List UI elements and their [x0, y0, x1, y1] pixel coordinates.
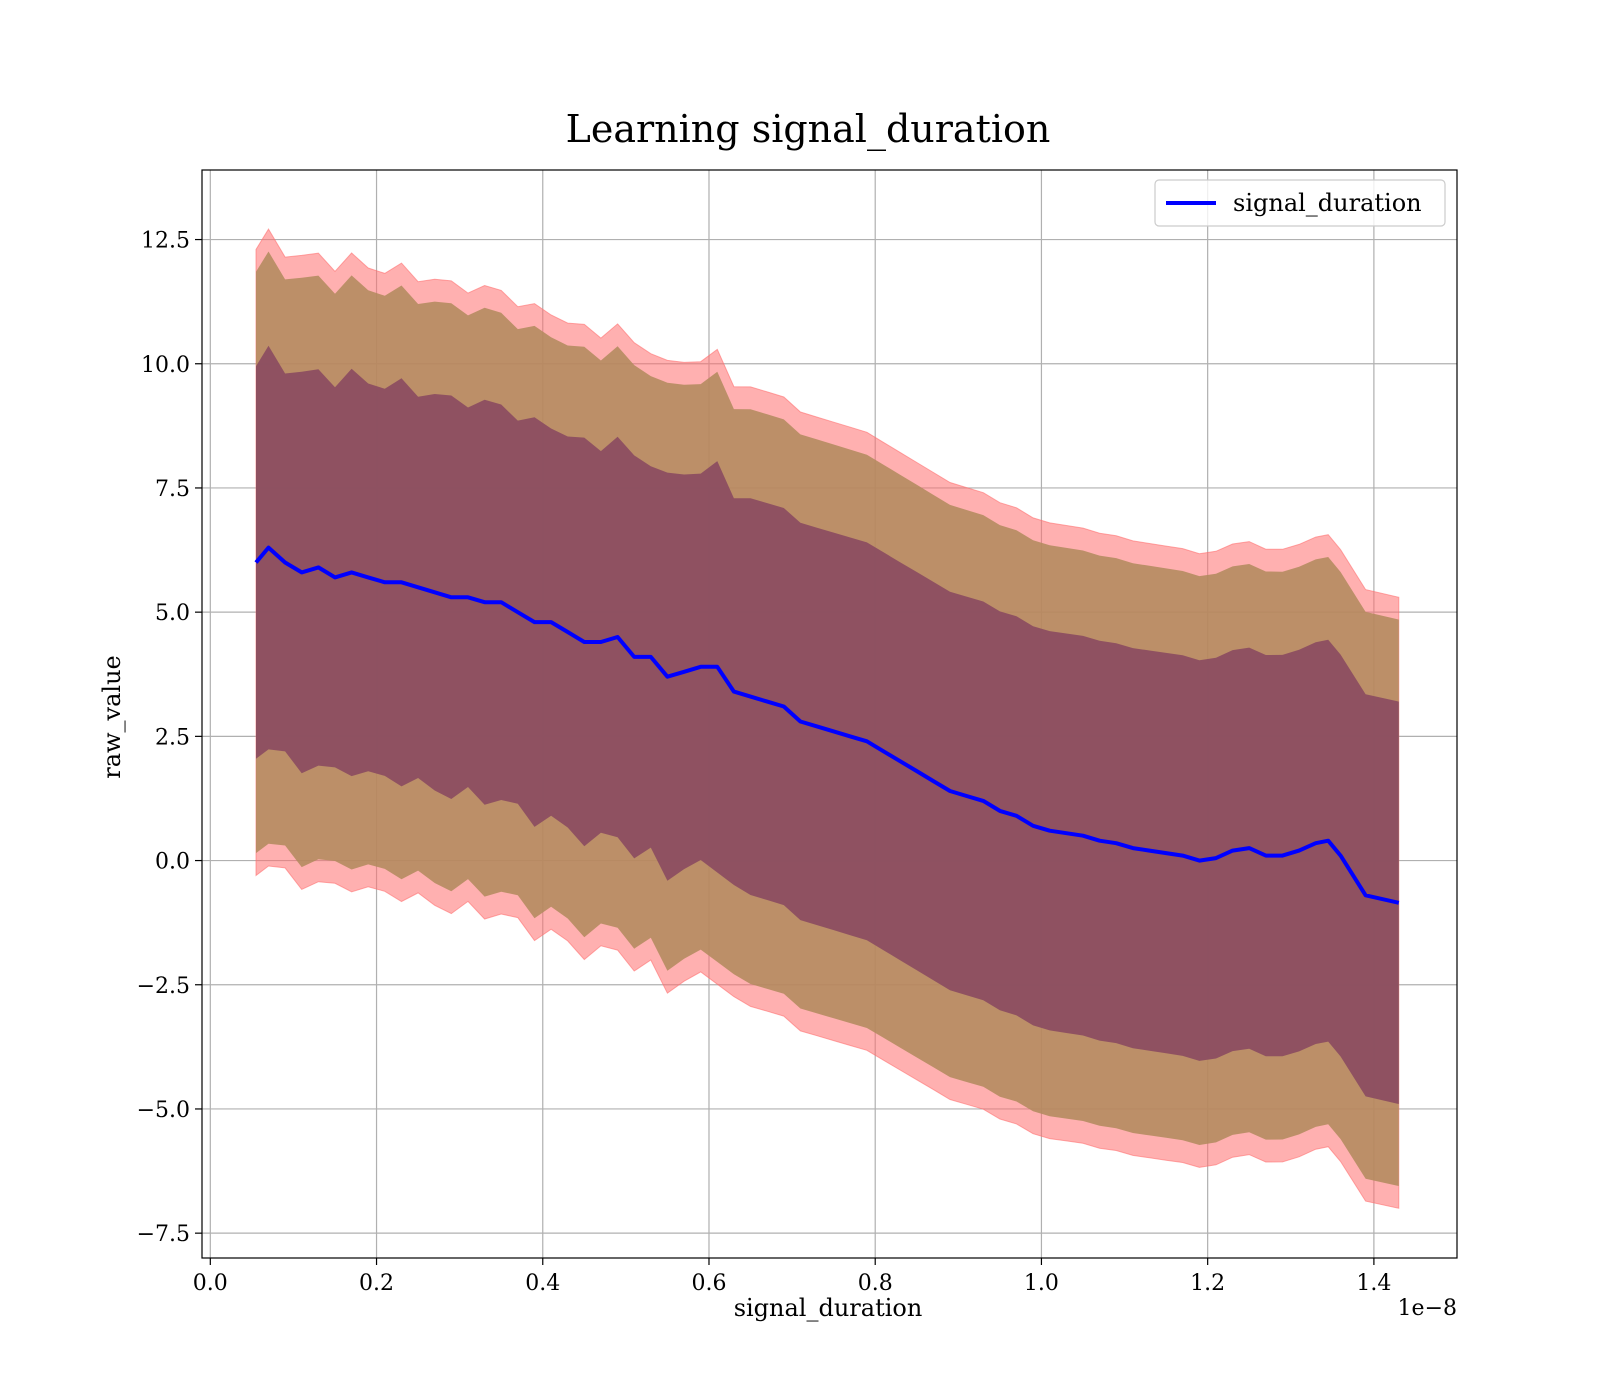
- x-tick-label: 0.6: [691, 1271, 726, 1296]
- legend-label: signal_duration: [1233, 189, 1422, 217]
- series-line-signal-duration: [254, 545, 1400, 905]
- y-axis-label: raw_value: [98, 655, 126, 779]
- y-tick-label: 2.5: [155, 725, 190, 750]
- confidence-bands: [255, 228, 1400, 1209]
- x-axis-offset-label: 1e−8: [1398, 1296, 1457, 1321]
- plot-frame: [201, 169, 1458, 1259]
- y-tick-label: 10.0: [141, 353, 190, 378]
- x-axis-label: signal_duration: [734, 1294, 923, 1322]
- y-tick-label: 0.0: [155, 850, 190, 875]
- y-tick-label: −7.5: [137, 1222, 190, 1247]
- mean-line-layer: [254, 545, 1400, 905]
- y-tick-label: 7.5: [155, 477, 190, 502]
- x-tick-label: 1.0: [1024, 1271, 1059, 1296]
- x-tick-label: 1.2: [1190, 1271, 1225, 1296]
- y-tick-label: −2.5: [137, 974, 190, 999]
- x-tick-label: 0.4: [525, 1271, 560, 1296]
- x-tick-label: 0.8: [858, 1271, 893, 1296]
- axis-ticks: 0.0 0.2 0.4 0.6 0.8 1.0 1.2 1.4 −7.5 −5.0 −2.5 0.0 2…: [137, 229, 1392, 1296]
- y-tick-label: 5.0: [155, 601, 190, 626]
- legend: signal_duration: [1154, 179, 1446, 227]
- chart-title: Learning signal_duration: [566, 107, 1051, 152]
- inner-band: [256, 345, 1399, 1104]
- x-tick-label: 1.4: [1356, 1271, 1391, 1296]
- x-tick-label: 0.2: [359, 1271, 394, 1296]
- y-tick-label: 12.5: [141, 229, 190, 254]
- y-tick-label: −5.0: [137, 1098, 190, 1123]
- legend-box: [1154, 179, 1446, 227]
- x-tick-label: 0.0: [193, 1271, 228, 1296]
